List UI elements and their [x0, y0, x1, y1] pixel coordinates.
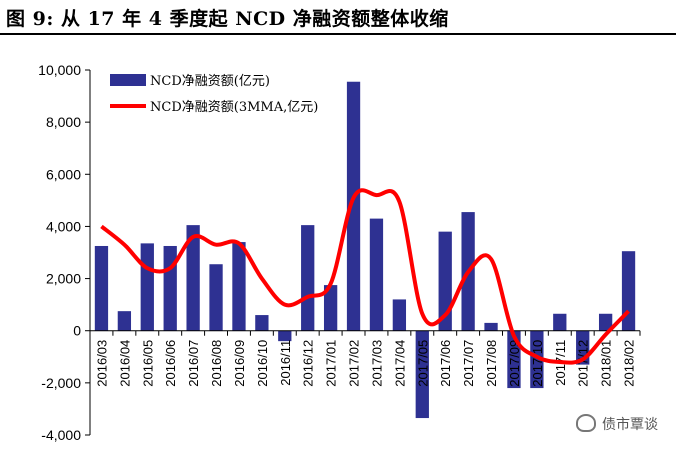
x-tick-label: 2017/09 — [507, 340, 522, 387]
watermark: 债市覃谈 — [576, 414, 658, 434]
bar — [553, 313, 567, 331]
x-tick-label: 2016/06 — [163, 340, 178, 387]
bar — [278, 330, 292, 342]
x-tick-label: 2017/04 — [392, 340, 407, 387]
bar — [163, 245, 177, 331]
bar — [438, 231, 452, 331]
legend-swatch-bar — [110, 74, 146, 86]
x-tick-label: 2017/05 — [415, 340, 430, 387]
bar — [117, 311, 132, 331]
y-tick-label: 6,000 — [46, 166, 81, 182]
x-tick-label: 2016/05 — [140, 340, 155, 387]
legend-label-bar: NCD净融资额(亿元) — [150, 74, 270, 89]
bar — [369, 218, 384, 331]
x-tick-label: 2018/01 — [599, 340, 614, 387]
x-tick-label: 2016/08 — [209, 340, 224, 387]
x-tick-label: 2016/09 — [232, 340, 247, 387]
y-tick-label: -2,000 — [41, 375, 81, 391]
y-tick-label: 8,000 — [46, 114, 81, 130]
wechat-icon — [576, 414, 596, 432]
y-tick-label: 2,000 — [46, 271, 81, 287]
x-tick-label: 2016/04 — [117, 340, 132, 387]
bar — [392, 299, 407, 331]
watermark-text: 债市覃谈 — [602, 417, 658, 433]
line-3mma — [100, 188, 630, 365]
legend-label-line: NCD净融资额(3MMA,亿元) — [150, 100, 318, 115]
bar — [323, 285, 338, 331]
y-tick-label: -4,000 — [41, 427, 81, 443]
x-tick-label: 2017/03 — [369, 340, 384, 387]
bar — [346, 81, 361, 331]
y-tick-label: 0 — [73, 323, 81, 339]
bar — [484, 322, 498, 331]
x-tick-label: 2017/02 — [347, 340, 362, 387]
bar — [415, 330, 429, 419]
bar — [232, 242, 246, 331]
figure-title: 图 9: 从 17 年 4 季度起 NCD 净融资额整体收缩 — [6, 8, 449, 30]
x-tick-label: 2016/03 — [94, 340, 109, 387]
x-tick-label: 2017/01 — [324, 340, 339, 387]
x-tick-label: 2017/06 — [438, 340, 453, 387]
x-tick-label: 2017/07 — [461, 340, 476, 387]
x-tick-label: 2016/10 — [255, 340, 270, 387]
bar — [209, 264, 223, 331]
x-tick-label: 2017/10 — [530, 340, 545, 387]
bar — [301, 225, 315, 331]
bar — [530, 330, 544, 389]
bar — [255, 315, 269, 331]
bar — [94, 245, 109, 331]
title-divider — [0, 33, 676, 35]
y-tick-label: 4,000 — [46, 218, 81, 234]
x-tick-label: 2017/08 — [484, 340, 499, 387]
y-tick-label: 10,000 — [38, 62, 81, 78]
bar — [140, 243, 154, 331]
x-tick-label: 2016/12 — [301, 340, 316, 387]
bar — [186, 225, 200, 331]
x-tick-label: 2018/02 — [622, 340, 637, 387]
x-tick-label: 2017/12 — [576, 340, 591, 387]
x-tick-label: 2016/07 — [186, 340, 201, 387]
x-tick-label: 2016/11 — [278, 340, 293, 386]
bar — [598, 313, 613, 331]
bar — [621, 251, 636, 331]
